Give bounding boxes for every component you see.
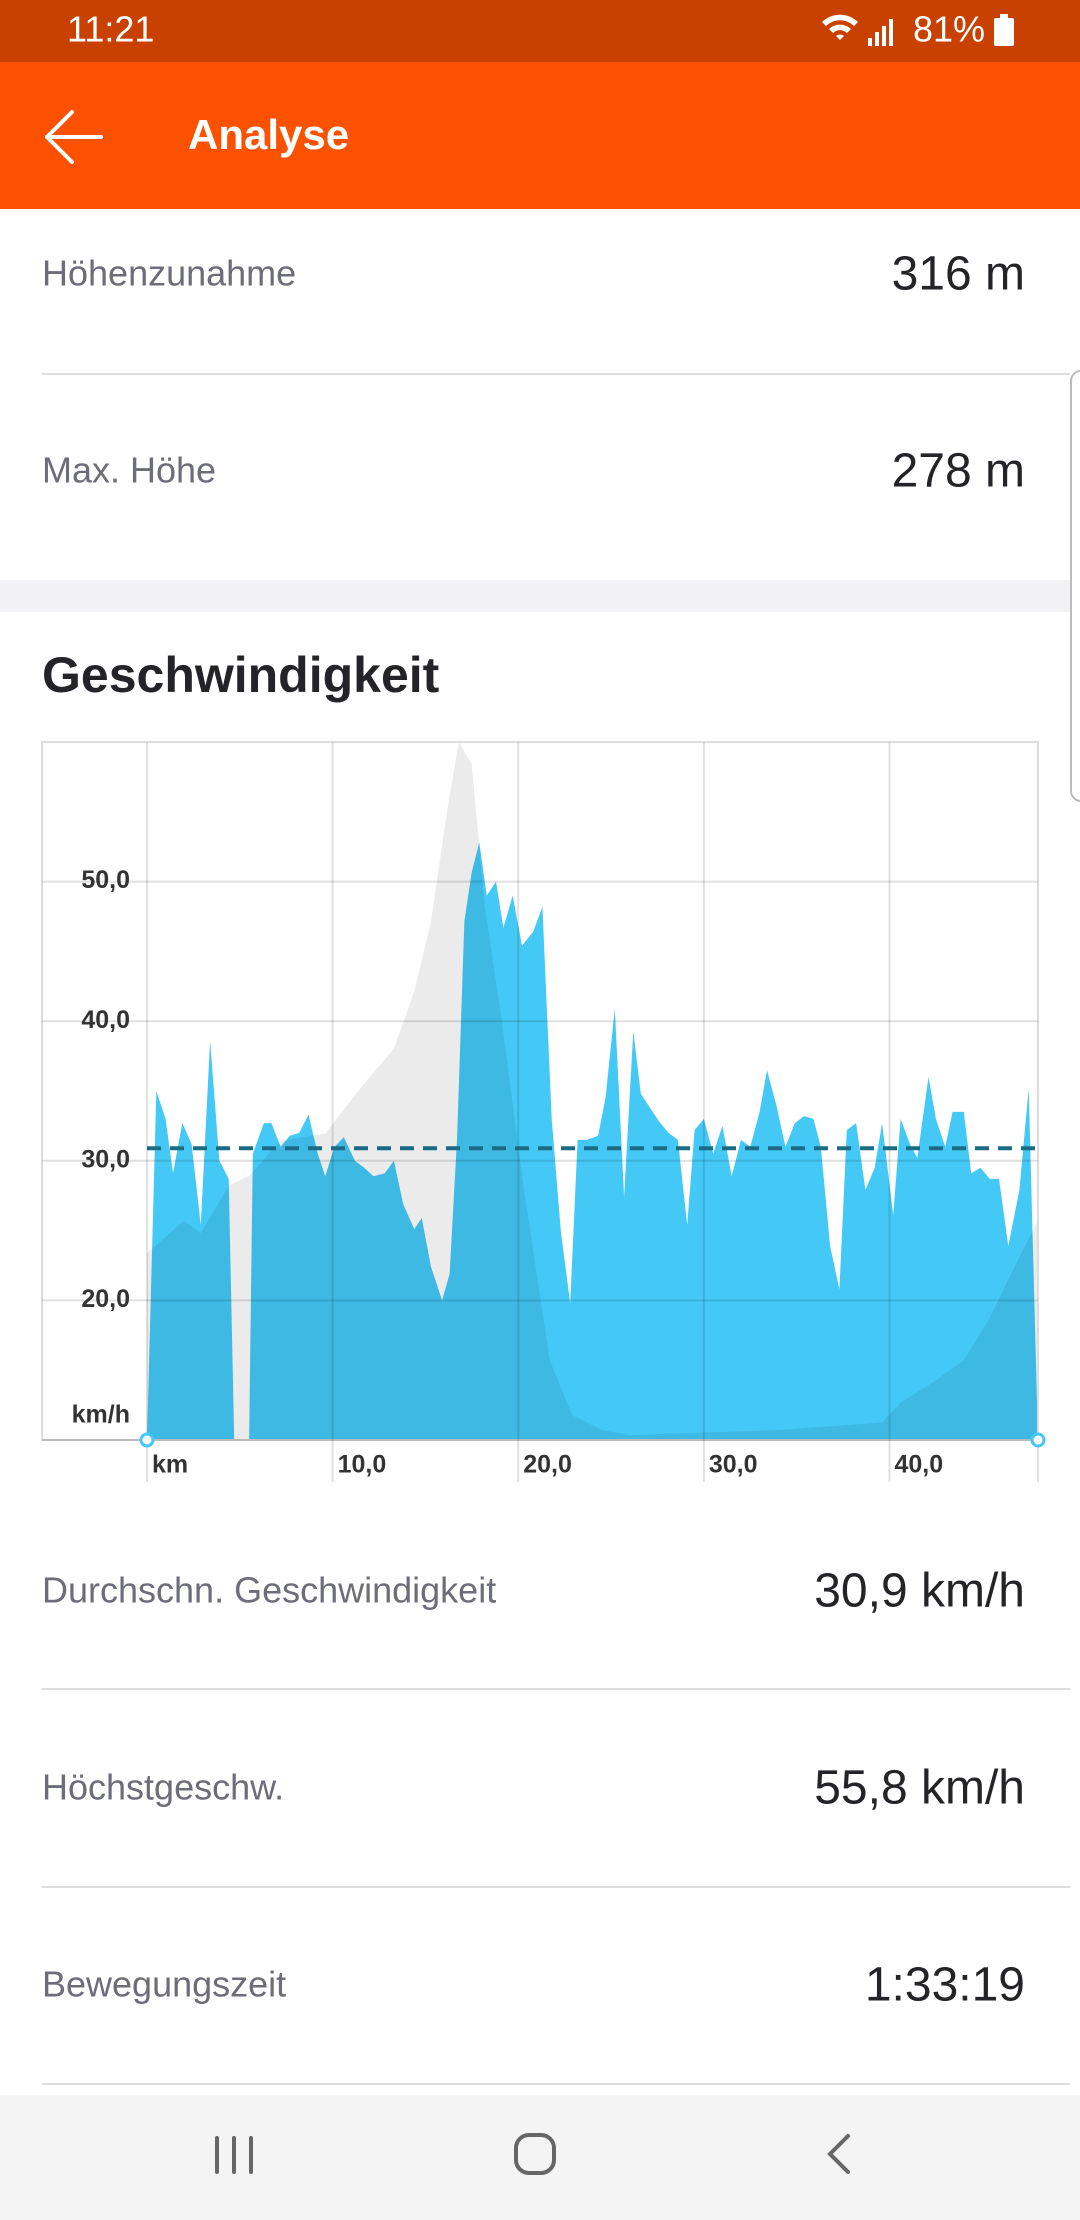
status-battery: 81% <box>913 9 985 50</box>
range-handle <box>139 1432 155 1448</box>
section-title: Geschwindigkeit <box>42 647 440 703</box>
speed-chart: km/h 20,0 30,0 40,0 50,0 km 10,0 20,0 30,0 40,0 <box>41 741 1046 1482</box>
nav-bar <box>0 2095 1080 2220</box>
y-tick-label: 20,0 <box>81 1285 130 1313</box>
x-tick-label: km <box>152 1451 188 1479</box>
stat-label: Max. Höhe <box>42 450 216 491</box>
x-tick-label: 40,0 <box>895 1451 944 1479</box>
status-bar <box>0 0 1080 62</box>
stat-value: 316 m <box>892 248 1025 301</box>
area <box>147 842 1038 1440</box>
area <box>147 742 1038 1440</box>
status-time: 11:21 <box>67 9 154 50</box>
back-button[interactable] <box>45 110 103 164</box>
nav-recents[interactable] <box>215 2136 253 2174</box>
x-tick-label: 30,0 <box>709 1451 758 1479</box>
range-handle <box>1030 1432 1046 1448</box>
stat-label: Durchschn. Geschwindigkeit <box>42 1570 496 1611</box>
x-tick-label: 10,0 <box>338 1451 387 1479</box>
plot-area <box>147 742 1038 1440</box>
stat-label: Höhenzunahme <box>42 253 296 294</box>
scroll-indicator <box>1070 370 1080 802</box>
y-tick-label: 30,0 <box>81 1145 130 1173</box>
stat-label: Bewegungszeit <box>42 1964 286 2005</box>
app-title: Analyse <box>188 111 349 158</box>
stat-value: 278 m <box>892 445 1025 498</box>
app-bar <box>0 62 1080 209</box>
stat-label: Höchstgeschw. <box>42 1767 284 1808</box>
stat-value: 30,9 km/h <box>814 1565 1025 1618</box>
y-tick-label: 50,0 <box>81 866 130 894</box>
status-icons <box>822 14 1014 46</box>
section-gap <box>0 580 1070 612</box>
y-tick-label: km/h <box>72 1401 130 1429</box>
nav-home[interactable] <box>514 2133 556 2175</box>
nav-buttons <box>215 2133 850 2175</box>
nav-back[interactable] <box>827 2134 850 2174</box>
y-tick-label: 40,0 <box>81 1006 130 1034</box>
stat-value: 1:33:19 <box>865 1959 1025 2012</box>
stat-value: 55,8 km/h <box>814 1762 1025 1815</box>
x-tick-label: 20,0 <box>523 1451 572 1479</box>
